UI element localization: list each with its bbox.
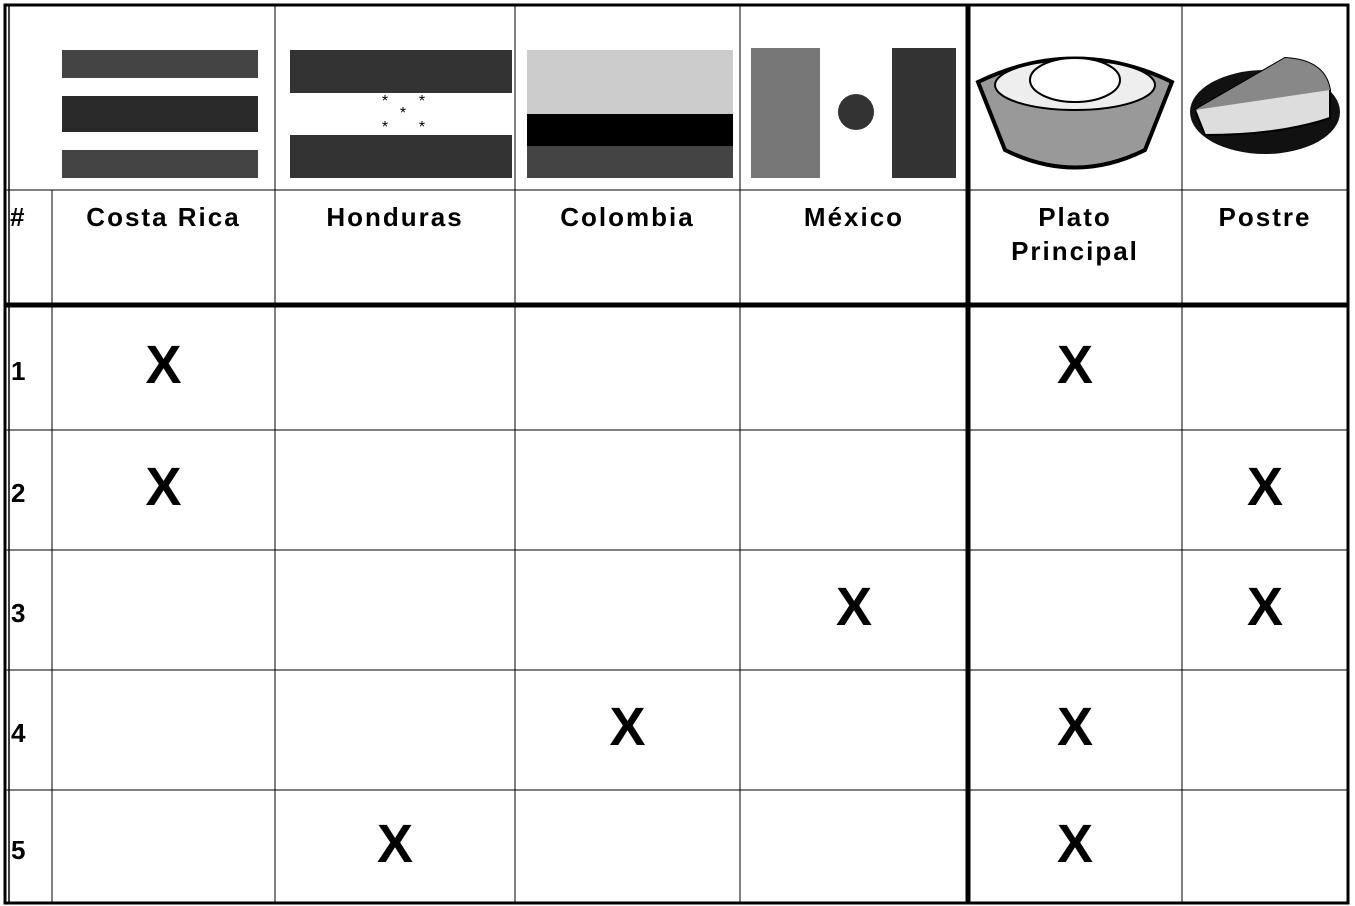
header-label: México bbox=[803, 202, 905, 232]
check-mark: X bbox=[376, 813, 414, 874]
flag-colombia bbox=[527, 50, 733, 178]
row-number: 4 bbox=[11, 718, 26, 748]
flag-mexico bbox=[751, 48, 956, 178]
grid-lines bbox=[5, 5, 1348, 903]
header-label: Colombia bbox=[560, 202, 695, 232]
row-number: 2 bbox=[11, 478, 26, 508]
row-number: 5 bbox=[11, 834, 26, 865]
header-label: Plato Principal bbox=[1011, 202, 1139, 266]
svg-text:*: * bbox=[419, 119, 425, 136]
svg-text:*: * bbox=[419, 93, 425, 110]
svg-text:*: * bbox=[400, 105, 406, 122]
check-mark: X bbox=[609, 697, 646, 757]
check-mark: X bbox=[1056, 813, 1094, 874]
check-mark: X bbox=[145, 334, 182, 395]
thick-lines bbox=[3, 3, 1350, 905]
check-mark: X bbox=[1056, 697, 1094, 757]
header-label: # bbox=[10, 202, 25, 232]
row-number: 3 bbox=[11, 598, 26, 628]
header-label: Postre bbox=[1218, 202, 1312, 232]
header-label: Costa Rica bbox=[86, 202, 241, 232]
flag-costa-rica bbox=[62, 50, 258, 178]
flag-honduras: * * * * * bbox=[290, 50, 512, 178]
check-mark: X bbox=[1246, 577, 1284, 637]
dessert-image bbox=[1190, 56, 1340, 154]
check-mark: X bbox=[145, 457, 182, 517]
main-dish-image bbox=[975, 56, 1175, 170]
check-mark: X bbox=[1056, 334, 1094, 395]
svg-text:*: * bbox=[382, 119, 388, 136]
check-mark: X bbox=[1246, 457, 1284, 517]
header-label: Honduras bbox=[326, 202, 464, 232]
svg-text:*: * bbox=[382, 93, 388, 110]
check-mark: X bbox=[835, 577, 873, 637]
row-number: 1 bbox=[11, 355, 26, 386]
